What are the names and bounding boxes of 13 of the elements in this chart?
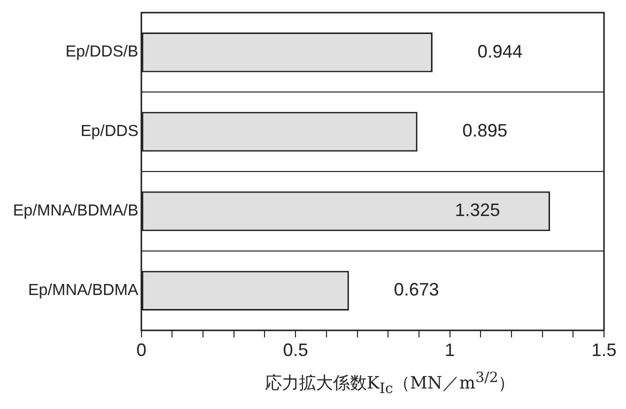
x-tick-label: 1.5 [591,340,617,360]
x-axis-title: 応力拡大係数K$_{Ic}$（MN／m$^{3/2}$） [264,370,516,398]
y-tick-label: Ep/DDS/B [65,44,138,61]
data-label: 0.673 [394,280,439,300]
y-tick-label: Ep/MNA/BDMA [28,282,139,300]
data-label: 1.325 [454,200,500,220]
x-tick-label: 0.5 [283,340,308,360]
data-label: 0.944 [478,41,523,62]
y-tick-label: Ep/DDS [80,123,138,140]
y-tick-label: Ep/MNA/BDMA/B [13,202,138,220]
x-tick-label: 1 [444,340,455,360]
data-label: 0.895 [462,120,508,141]
x-tick-label: 0 [136,340,146,360]
